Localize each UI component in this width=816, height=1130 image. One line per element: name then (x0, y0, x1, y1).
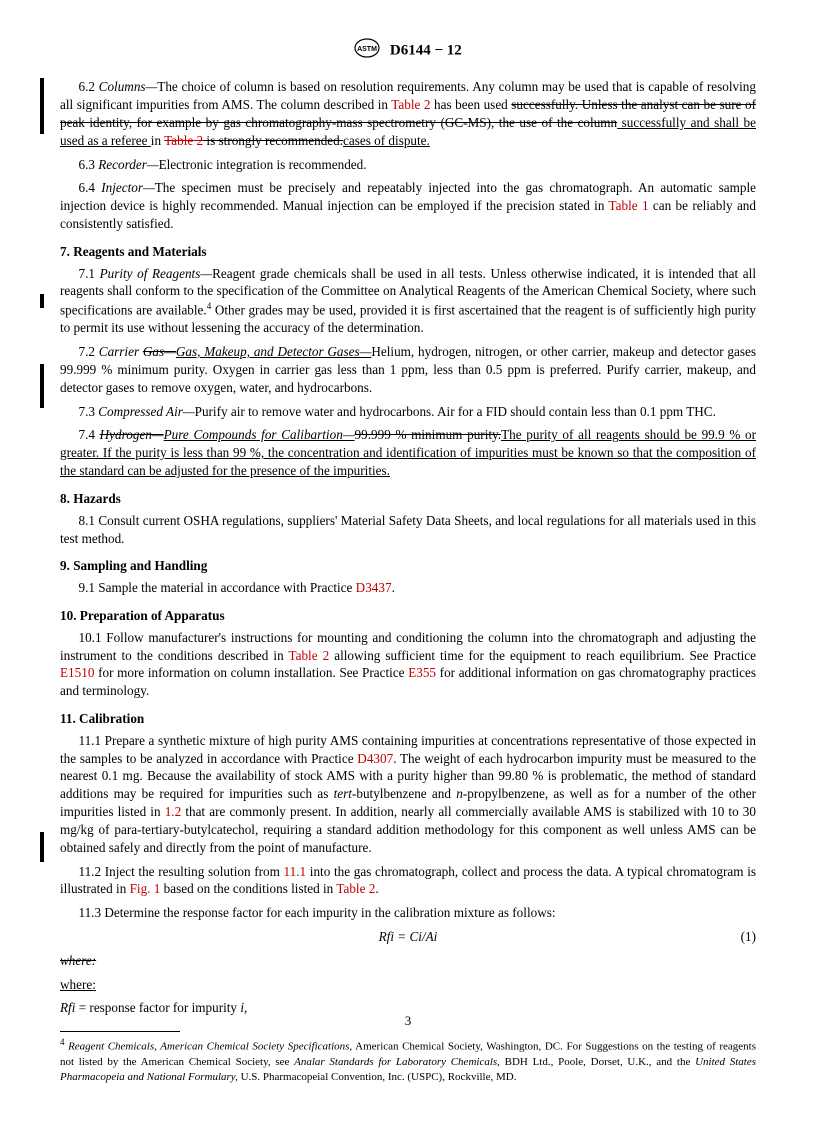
where-under: where: (60, 976, 756, 994)
ref-d3437: D3437 (356, 580, 392, 595)
section-10-title: 10. Preparation of Apparatus (60, 607, 756, 625)
changebar-where (40, 832, 44, 862)
page-number: 3 (0, 1012, 816, 1030)
ref-table-2: Table 2 (391, 97, 430, 112)
section-7-title: 7. Reagents and Materials (60, 243, 756, 261)
ref-d4307: D4307 (357, 751, 393, 766)
ref-11-1: 11.1 (284, 864, 307, 879)
section-11-title: 11. Calibration (60, 710, 756, 728)
where-strike: where: (60, 952, 756, 970)
para-6-2: 6.2 Columns—The choice of column is base… (60, 78, 756, 149)
astm-logo: ASTM (354, 38, 380, 64)
svg-text:ASTM: ASTM (357, 46, 377, 53)
para-7-3: 7.3 Compressed Air—Purify air to remove … (60, 403, 756, 421)
footnote-4: 4 Reagent Chemicals, American Chemical S… (60, 1036, 756, 1084)
ref-table-2b: Table 2 (288, 648, 329, 663)
para-11-3: 11.3 Determine the response factor for e… (60, 904, 756, 922)
para-11-1: 11.1 Prepare a synthetic mixture of high… (60, 732, 756, 857)
ref-table-2c: Table 2 (336, 881, 375, 896)
para-7-1: 7.1 Purity of Reagents—Reagent grade che… (60, 265, 756, 338)
ref-fig-1: Fig. 1 (130, 881, 161, 896)
para-10-1: 10.1 Follow manufacturer's instructions … (60, 629, 756, 700)
ref-1-2: 1.2 (165, 804, 181, 819)
para-9-1: 9.1 Sample the material in accordance wi… (60, 579, 756, 597)
para-6-4: 6.4 Injector—The specimen must be precis… (60, 179, 756, 232)
changebar-7-2 (40, 294, 44, 308)
para-6-3: 6.3 Recorder—Electronic integration is r… (60, 156, 756, 174)
para-11-2: 11.2 Inject the resulting solution from … (60, 863, 756, 899)
footnote-rule (60, 1031, 180, 1032)
section-9-title: 9. Sampling and Handling (60, 557, 756, 575)
section-8-title: 8. Hazards (60, 490, 756, 508)
ref-e355: E355 (408, 665, 436, 680)
designation: D6144 − 12 (390, 43, 462, 59)
changebar-6-2 (40, 78, 44, 134)
para-8-1: 8.1 Consult current OSHA regulations, su… (60, 512, 756, 548)
para-7-4: 7.4 Hydrogen—Pure Compounds for Calibart… (60, 426, 756, 479)
changebar-7-4 (40, 364, 44, 408)
page-header: ASTM D6144 − 12 (60, 38, 756, 64)
ref-table-1: Table 1 (609, 198, 649, 213)
equation-number: (1) (741, 928, 756, 946)
para-7-2: 7.2 Carrier Gas—Gas, Makeup, and Detecto… (60, 343, 756, 396)
ref-e1510: E1510 (60, 665, 94, 680)
equation-1: Rfi = Ci/Ai (1) (60, 928, 756, 946)
